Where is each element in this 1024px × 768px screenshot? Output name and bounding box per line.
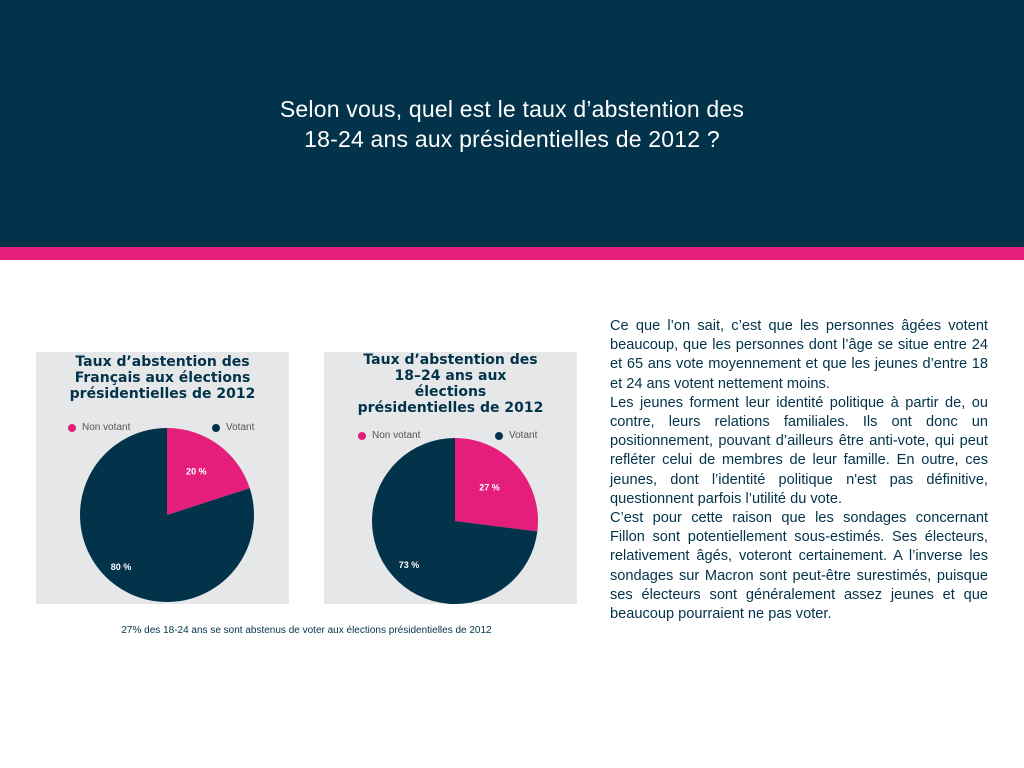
pie-value-label: 80 % (111, 562, 132, 572)
pie-slice-votant (372, 438, 538, 604)
chart-title-line: présidentielles de 2012 (69, 386, 256, 402)
paragraph: Ce que l’on sait, c’est que les personne… (610, 318, 988, 392)
legend-item-votant: Votant (495, 430, 537, 441)
pie-value-label: 73 % (399, 560, 420, 570)
header-banner: Selon vous, quel est le taux d’abstentio… (0, 0, 1024, 247)
legend-swatch-pink (68, 423, 76, 432)
chart-card-francais: Taux d’abstention des Français aux élect… (36, 352, 289, 604)
pie-slice-non-votant (455, 438, 538, 532)
legend-swatch-navy (495, 431, 503, 440)
chart-title-line: 18–24 ans aux (394, 368, 507, 384)
body-text: Ce que l’on sait, c’est que les personne… (610, 317, 988, 624)
chart-card-18-24: Taux d’abstention des 18–24 ans aux élec… (324, 352, 577, 604)
pie-slice-non-votant (167, 428, 250, 515)
pie-chart: 20 % 80 % (79, 428, 254, 602)
chart-title: Taux d’abstention des Français aux élect… (36, 354, 289, 402)
legend-swatch-navy (212, 423, 220, 432)
paragraph: C’est pour cette raison que les sondages… (610, 510, 988, 623)
legend-swatch-pink (358, 431, 366, 440)
legend-label: Votant (226, 422, 255, 433)
chart-title-line: élections (414, 384, 487, 400)
chart-title-line: présidentielles de 2012 (357, 400, 544, 416)
legend-item-non-votant: Non votant (358, 430, 420, 441)
accent-bar (0, 247, 1024, 260)
page-title-line-1: Selon vous, quel est le taux d’abstentio… (279, 95, 745, 122)
page-title-line-2: 18-24 ans aux présidentielles de 2012 ? (304, 125, 720, 152)
chart-title: Taux d’abstention des 18–24 ans aux élec… (324, 352, 577, 416)
chart-caption: 27% des 18-24 ans se sont abstenus de vo… (121, 625, 492, 636)
chart-title-line: Taux d’abstention des (363, 352, 538, 368)
chart-title-line: Français aux élections (74, 370, 251, 386)
pie-value-label: 20 % (186, 467, 207, 477)
pie-slice-votant (79, 428, 254, 602)
legend-label: Non votant (372, 430, 421, 441)
legend-label: Non votant (82, 422, 131, 433)
legend-item-non-votant: Non votant (68, 422, 130, 433)
pie-value-label: 27 % (479, 483, 500, 493)
pie-chart: 27 % 73 % (372, 438, 538, 604)
chart-title-line: Taux d’abstention des (75, 354, 250, 370)
legend-label: Votant (509, 430, 538, 441)
legend-item-votant: Votant (212, 422, 254, 433)
paragraph: Les jeunes forment leur identité politiq… (610, 394, 988, 507)
